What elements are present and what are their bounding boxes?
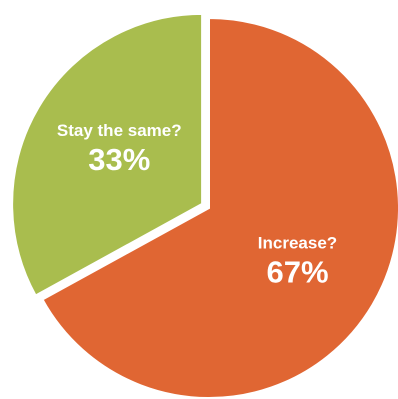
labels-layer: Increase? 67% Stay the same? 33% [57,121,337,290]
pie-slice-1 [11,12,204,297]
slice-value-label-1: 33% [88,142,150,177]
slices-layer [11,12,398,399]
slice-value-label-0: 67% [266,254,328,289]
pie-slice-0 [41,16,398,399]
slice-label-1: Stay the same? [57,121,182,140]
slice-label-0: Increase? [258,233,337,252]
